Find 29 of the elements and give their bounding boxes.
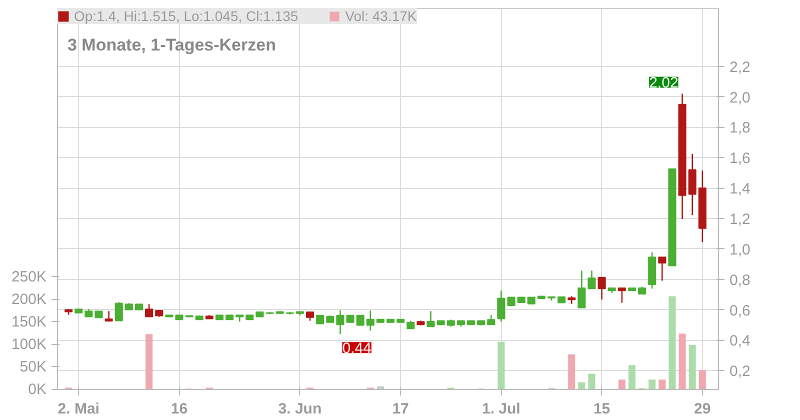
x-tick-label: 16 <box>170 400 188 418</box>
x-tick-label: 17 <box>392 400 409 418</box>
y-tick-label: 1,0 <box>730 241 750 258</box>
y-tick-label: 1,6 <box>730 150 750 168</box>
y2-tick-label: 0K <box>28 381 47 398</box>
y2-tick-label: 200K <box>11 290 47 308</box>
x-tick-label: 1. Jul <box>482 400 520 418</box>
legend-label: Op:1.4, Hi:1.515, Lo:1.045, Cl:1.135 <box>74 8 298 24</box>
x-tick-label: 29 <box>694 400 711 418</box>
y-tick-label: 1,8 <box>730 120 750 137</box>
y-tick-label: 0,6 <box>730 302 750 320</box>
y-tick-label: 2,0 <box>730 89 750 106</box>
x-tick-label: 3. Jun <box>278 400 322 418</box>
annotation: 0,44 <box>342 340 372 358</box>
y-tick-label: 1,4 <box>730 180 750 198</box>
x-tick-label: 15 <box>593 400 610 418</box>
y-tick-label: 0,4 <box>730 332 750 350</box>
legend-label: Vol: 43.17K <box>345 8 417 24</box>
y-tick-label: 2,2 <box>730 58 750 76</box>
y-tick-label: 0,8 <box>730 272 750 289</box>
x-tick-label: 2. Mai <box>58 400 100 418</box>
y2-tick-label: 100K <box>11 336 47 353</box>
y2-tick-label: 250K <box>11 268 47 286</box>
annotation: 2,02 <box>649 74 678 92</box>
y-tick-label: 1,2 <box>730 210 750 228</box>
y2-tick-label: 150K <box>11 313 47 330</box>
text: 3 Monate, 1-Tages-Kerzen <box>68 36 276 54</box>
y-tick-label: 0,2 <box>730 363 750 380</box>
y2-tick-label: 50K <box>20 358 47 376</box>
